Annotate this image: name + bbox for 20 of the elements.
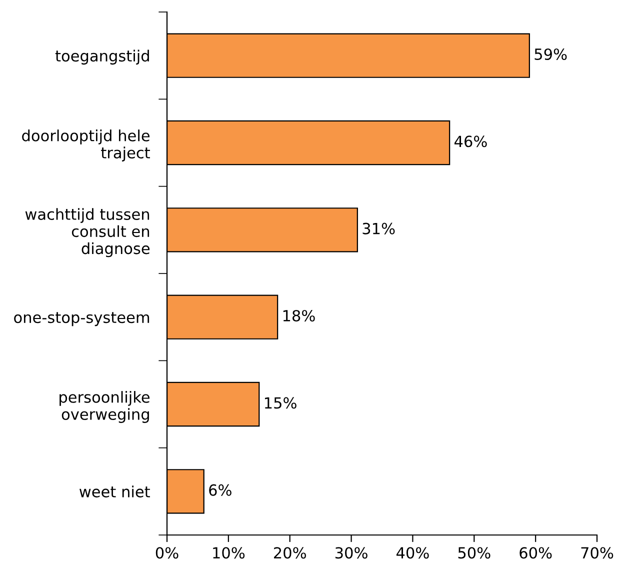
data-label: 31% (362, 222, 395, 234)
y-tick-label: weet niet (80, 486, 150, 498)
x-tick-label: 70% (581, 547, 614, 559)
y-tick-label: one-stop-systeem (14, 312, 150, 326)
data-label: 15% (264, 397, 296, 409)
x-tick-label: 20% (274, 547, 306, 559)
data-label: 6% (209, 484, 232, 496)
y-tick-label: doorlooptijd hele traject (22, 130, 150, 162)
x-tick-label: 60% (520, 547, 552, 559)
x-tick-label: 30% (335, 547, 368, 559)
data-label: 59% (534, 48, 567, 60)
x-tick-label: 10% (213, 547, 245, 559)
x-tick-label: 50% (458, 547, 490, 559)
data-label: 18% (283, 310, 315, 322)
x-tick-label: 0% (156, 547, 178, 559)
x-tick-label: 40% (396, 547, 429, 559)
y-tick-label: toegangstijd (55, 50, 149, 65)
data-label: 46% (454, 136, 487, 148)
y-tick-label: persoonlijke overweging (60, 391, 150, 423)
y-tick-label: wachttijd tussen consult en diagnose (25, 208, 150, 258)
